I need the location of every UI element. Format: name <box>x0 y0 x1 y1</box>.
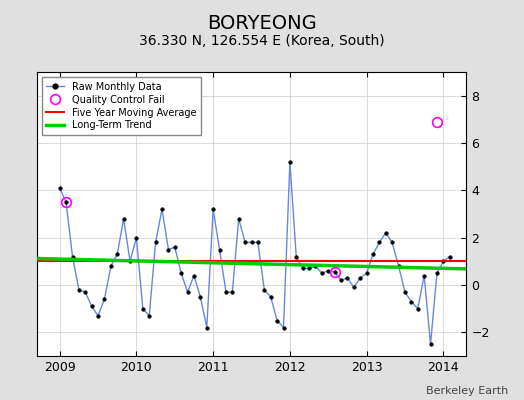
Legend: Raw Monthly Data, Quality Control Fail, Five Year Moving Average, Long-Term Tren: Raw Monthly Data, Quality Control Fail, … <box>41 77 201 135</box>
Text: 36.330 N, 126.554 E (Korea, South): 36.330 N, 126.554 E (Korea, South) <box>139 34 385 48</box>
Text: BORYEONG: BORYEONG <box>207 14 317 33</box>
Text: Berkeley Earth: Berkeley Earth <box>426 386 508 396</box>
